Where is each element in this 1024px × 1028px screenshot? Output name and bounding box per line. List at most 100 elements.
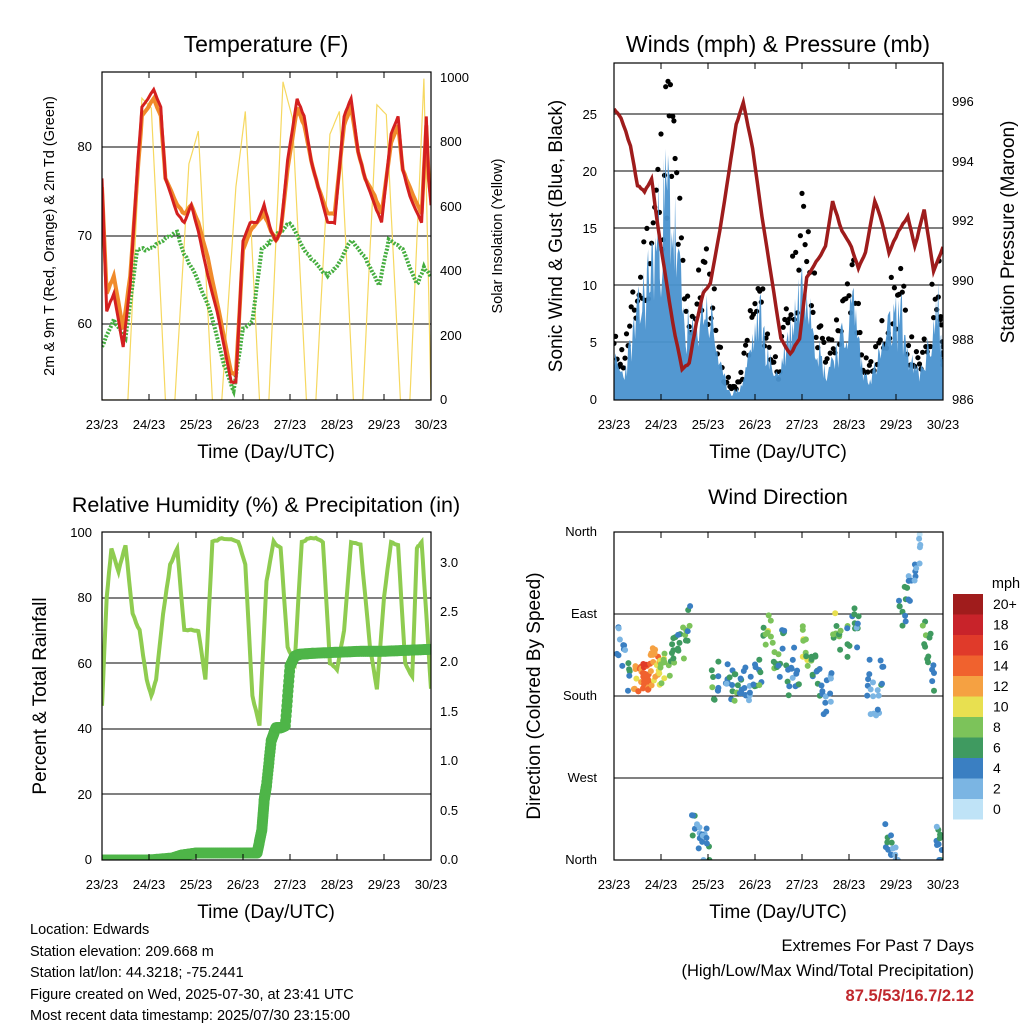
gust-point bbox=[879, 318, 885, 324]
direction-point bbox=[809, 671, 816, 678]
direction-point bbox=[676, 639, 683, 646]
direction-point bbox=[854, 644, 861, 651]
gust-point bbox=[827, 350, 833, 356]
direction-point bbox=[822, 699, 829, 706]
gust-point bbox=[786, 316, 793, 322]
station-latlon: Station lat/lon: 44.3218; -75.2441 bbox=[30, 965, 244, 981]
pressure-ytick: 994 bbox=[952, 154, 974, 169]
gust-point bbox=[808, 303, 815, 309]
x-tick-label: 30/23 bbox=[927, 417, 960, 432]
speed-legend-swatches: 20+ 18 16 14 12 10 8 6 4 2 0 bbox=[953, 594, 1017, 820]
wind-ytick: 25 bbox=[583, 107, 597, 122]
recent-timestamp: Most recent data timestamp: 2025/07/30 2… bbox=[30, 1008, 351, 1024]
gust-point bbox=[683, 308, 689, 314]
direction-point bbox=[913, 565, 920, 572]
gust-point bbox=[711, 286, 717, 292]
direction-point bbox=[625, 660, 632, 667]
direction-point bbox=[802, 636, 809, 643]
gust-point bbox=[694, 301, 700, 307]
gust-point bbox=[713, 327, 719, 333]
direction-point bbox=[874, 687, 881, 694]
direction-ylabel: Direction (Colored By Speed) bbox=[524, 572, 545, 819]
legend-label: 2 bbox=[993, 781, 1001, 797]
pressure-ytick: 986 bbox=[952, 392, 974, 407]
gust-point bbox=[741, 350, 747, 356]
legend-swatch bbox=[953, 594, 983, 615]
direction-point bbox=[684, 628, 691, 635]
direction-point bbox=[696, 824, 703, 831]
x-tick-label: 26/23 bbox=[739, 877, 772, 892]
gust-point bbox=[744, 337, 750, 343]
direction-point bbox=[888, 832, 894, 839]
legend-label: 4 bbox=[993, 760, 1001, 776]
direction-point bbox=[892, 844, 899, 851]
direction-point bbox=[746, 697, 752, 704]
humidity-ylabel-left: Percent & Total Rainfall bbox=[30, 597, 51, 794]
direction-point bbox=[736, 690, 743, 697]
humidity-xlabel: Time (Day/UTC) bbox=[197, 902, 335, 923]
direction-point bbox=[647, 668, 654, 675]
x-tick-label: 23/23 bbox=[86, 877, 119, 892]
gust-point bbox=[901, 283, 907, 289]
speed-legend: mph 20+ 18 16 14 12 10 8 6 4 2 0 bbox=[953, 576, 1020, 820]
direction-point bbox=[870, 679, 876, 686]
direction-ytick: West bbox=[568, 770, 598, 785]
precipitation-points bbox=[102, 643, 431, 860]
winds-plot-area bbox=[614, 78, 943, 400]
winds-ylabel-left: Sonic Wind & Gust (Blue, Black) bbox=[546, 100, 567, 372]
pressure-line bbox=[614, 95, 943, 373]
direction-point bbox=[892, 851, 899, 858]
x-tick-label: 28/23 bbox=[321, 417, 354, 432]
gust-point bbox=[788, 312, 794, 318]
direction-point bbox=[933, 823, 940, 830]
direction-point bbox=[785, 692, 792, 699]
solar-ytick: 400 bbox=[440, 263, 462, 278]
direction-point bbox=[726, 674, 733, 681]
precip-ytick: 1.0 bbox=[440, 753, 458, 768]
direction-point bbox=[762, 641, 769, 648]
gust-point bbox=[750, 311, 757, 317]
direction-point bbox=[832, 610, 839, 617]
direction-title: Wind Direction bbox=[708, 485, 848, 509]
precip-ytick: 0.0 bbox=[440, 852, 458, 867]
gust-point bbox=[927, 343, 934, 350]
direction-point bbox=[689, 832, 696, 839]
precip-ytick: 3.0 bbox=[440, 555, 458, 570]
direction-point bbox=[865, 676, 872, 683]
direction-point bbox=[844, 625, 851, 632]
legend-swatch bbox=[953, 614, 983, 635]
direction-point bbox=[775, 662, 782, 669]
station-elevation: Station elevation: 209.668 m bbox=[30, 943, 214, 960]
direction-point bbox=[905, 573, 912, 580]
direction-point bbox=[867, 686, 874, 693]
direction-point bbox=[708, 667, 715, 674]
direction-point bbox=[788, 664, 795, 671]
gust-point bbox=[916, 361, 923, 367]
direction-point bbox=[731, 697, 738, 704]
x-tick-label: 24/23 bbox=[645, 417, 678, 432]
gust-point bbox=[833, 317, 840, 323]
direction-point bbox=[888, 839, 895, 846]
direction-point bbox=[879, 680, 885, 687]
winds-y-ticks-right: 986 988 990 992 994 996 bbox=[952, 94, 974, 407]
direction-point bbox=[786, 683, 793, 690]
wind-ytick: 15 bbox=[583, 221, 597, 236]
gust-point bbox=[685, 293, 691, 299]
gust-point bbox=[710, 305, 716, 311]
direction-point bbox=[729, 682, 736, 688]
direction-point bbox=[695, 845, 702, 852]
pressure-ytick: 992 bbox=[952, 213, 974, 228]
gust-point bbox=[672, 155, 678, 162]
legend-swatch bbox=[953, 799, 983, 820]
direction-point bbox=[867, 711, 874, 718]
extremes-summary: Extremes For Past 7 Days (High/Low/Max W… bbox=[681, 934, 974, 1009]
humidity-plot-area bbox=[102, 535, 431, 860]
gust-point bbox=[821, 339, 827, 345]
pressure-ytick: 996 bbox=[952, 94, 974, 109]
gust-point bbox=[855, 300, 862, 307]
direction-point bbox=[916, 560, 923, 567]
gust-point bbox=[804, 258, 810, 265]
solar-ytick: 0 bbox=[440, 392, 447, 407]
gust-point bbox=[717, 344, 724, 350]
x-tick-label: 23/23 bbox=[598, 877, 631, 892]
